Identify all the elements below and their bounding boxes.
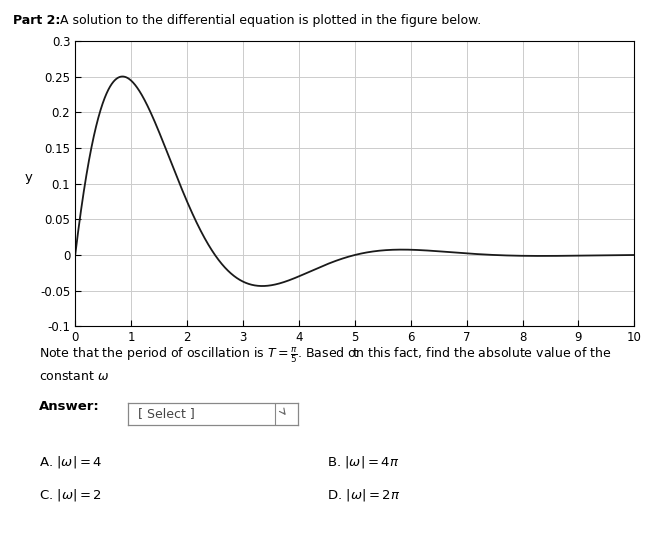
Text: A. $|\omega| = 4$: A. $|\omega| = 4$: [39, 454, 103, 470]
Text: Answer:: Answer:: [39, 400, 100, 413]
Text: Part 2:: Part 2:: [13, 14, 60, 27]
Text: A solution to the differential equation is plotted in the figure below.: A solution to the differential equation …: [56, 14, 481, 27]
Text: D. $|\omega| = 2\pi$: D. $|\omega| = 2\pi$: [327, 487, 400, 503]
Text: B. $|\omega| = 4\pi$: B. $|\omega| = 4\pi$: [327, 454, 400, 470]
Text: constant $\omega$: constant $\omega$: [39, 370, 109, 383]
X-axis label: t: t: [352, 347, 358, 360]
Text: Note that the period of oscillation is $T = \frac{\pi}{5}$. Based on this fact, : Note that the period of oscillation is $…: [39, 345, 612, 364]
Y-axis label: y: y: [25, 171, 33, 183]
Text: C. $|\omega| = 2$: C. $|\omega| = 2$: [39, 487, 102, 503]
Text: [ Select ]: [ Select ]: [138, 407, 194, 421]
